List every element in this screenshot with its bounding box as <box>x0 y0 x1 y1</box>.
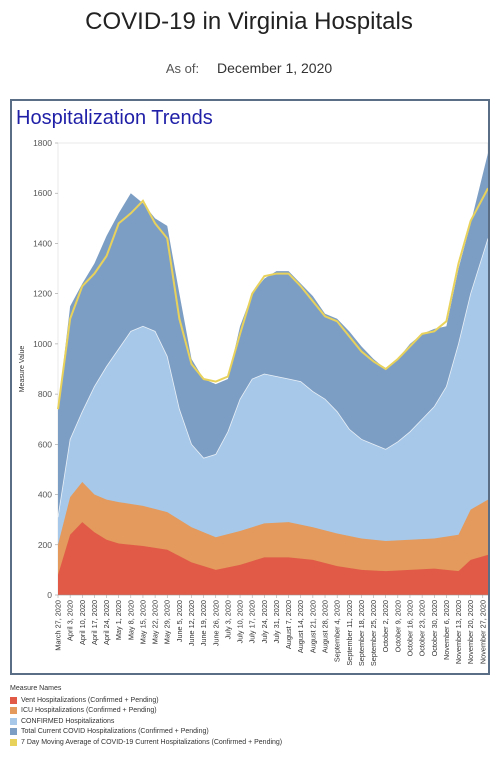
series-vent-area <box>58 522 488 595</box>
x-tick-label: September 18, 2020 <box>357 600 366 666</box>
y-tick-label: 1600 <box>33 188 52 198</box>
x-tick-label: August 14, 2020 <box>296 600 305 653</box>
x-tick-label: September 25, 2020 <box>369 600 378 666</box>
x-tick-label: May 15, 2020 <box>138 600 147 644</box>
x-tick-label: October 2, 2020 <box>381 600 390 652</box>
legend-label-vent: Vent Hospitalizations (Confirmed + Pendi… <box>21 696 159 704</box>
y-tick-label: 0 <box>47 590 52 600</box>
x-tick-label: June 26, 2020 <box>211 600 220 646</box>
y-tick-label: 1400 <box>33 238 52 248</box>
page-title: COVID-19 in Virginia Hospitals <box>85 8 413 35</box>
x-tick-label: April 3, 2020 <box>66 600 75 641</box>
legend-item-icu: ICU Hospitalizations (Confirmed + Pendin… <box>10 706 282 717</box>
hospitalization-chart: 0 200 400 600 800 1000 1200 1400 1600 1800 Measure… <box>19 138 488 666</box>
legend-label-icu: ICU Hospitalizations (Confirmed + Pendin… <box>21 707 157 715</box>
x-tick-label: October 23, 2020 <box>418 600 427 656</box>
panel-title: Hospitalization Trends <box>16 107 213 129</box>
legend-swatch-confirmed <box>10 717 17 725</box>
y-tick-label: 1000 <box>33 339 52 349</box>
legend-swatch-total <box>10 728 17 736</box>
y-tick-label: 1800 <box>33 138 52 148</box>
x-tick-label: November 13, 2020 <box>454 600 463 664</box>
x-tick-label: June 12, 2020 <box>187 600 196 646</box>
legend-item-vent: Vent Hospitalizations (Confirmed + Pendi… <box>10 695 282 706</box>
legend-swatch-moving-average <box>10 738 17 746</box>
y-tick-label: 800 <box>38 389 52 399</box>
x-tick-label: October 16, 2020 <box>405 600 414 656</box>
legend-label-total: Total Current COVID Hospitalizations (Co… <box>21 728 209 736</box>
legend-swatch-icu <box>10 707 17 715</box>
x-tick-label: April 10, 2020 <box>78 600 87 645</box>
as-of-date: December 1, 2020 <box>216 60 333 76</box>
as-of-line: As of: December 1, 2020 <box>0 60 498 76</box>
legend: Measure Names Vent Hospitalizations (Con… <box>10 685 282 748</box>
legend-label-confirmed: CONFIRMED Hospitalizations <box>21 717 115 725</box>
x-tick-label: August 28, 2020 <box>321 600 330 653</box>
x-tick-label: August 7, 2020 <box>284 600 293 649</box>
y-tick-label: 400 <box>38 490 52 500</box>
x-tick-label: May 8, 2020 <box>126 600 135 640</box>
x-tick-label: October 9, 2020 <box>393 600 402 652</box>
y-tick-label: 200 <box>38 540 52 550</box>
x-tick-label: November 27, 2020 <box>478 600 487 664</box>
x-tick-label: November 6, 2020 <box>442 600 451 660</box>
y-tick-label: 1200 <box>33 289 52 299</box>
series-confirmed-area <box>58 238 488 596</box>
x-tick-label: July 10, 2020 <box>236 600 245 643</box>
series-confirmed-edge <box>57 238 488 518</box>
legend-label-moving-average: 7 Day Moving Average of COVID-19 Current… <box>21 738 283 746</box>
x-tick-label: July 24, 2020 <box>260 600 269 643</box>
x-tick-label: November 20, 2020 <box>466 600 475 664</box>
legend-item-confirmed: CONFIRMED Hospitalizations <box>10 716 282 727</box>
legend-item-moving-average: 7 Day Moving Average of COVID-19 Current… <box>10 737 282 748</box>
legend-title: Measure Names <box>10 685 62 692</box>
x-tick-label: April 17, 2020 <box>90 600 99 645</box>
x-tick-label: July 17, 2020 <box>248 600 257 643</box>
x-tick-label: August 21, 2020 <box>308 600 317 653</box>
series-moving-average-line <box>57 187 488 410</box>
y-axis-label: Measure Value <box>19 346 26 393</box>
x-tick-label: June 5, 2020 <box>175 600 184 642</box>
legend-swatch-vent <box>10 696 17 704</box>
hospitalization-trends-panel: Hospitalization Trends 0 200 400 600 800 1000… <box>10 99 490 675</box>
x-tick-label: March 27, 2020 <box>54 600 63 651</box>
x-tick-label: April 24, 2020 <box>102 600 111 645</box>
x-tick-label: October 30, 2020 <box>430 600 439 656</box>
legend-item-total: Total Current COVID Hospitalizations (Co… <box>10 727 282 738</box>
x-tick-label: May 22, 2020 <box>151 600 160 644</box>
x-tick-label: June 19, 2020 <box>199 600 208 646</box>
y-tick-label: 600 <box>38 439 52 449</box>
x-tick-label: July 31, 2020 <box>272 600 281 643</box>
x-tick-label: May 29, 2020 <box>163 600 172 644</box>
x-tick-label: July 3, 2020 <box>223 600 232 639</box>
x-tick-label: September 11, 2020 <box>345 600 354 666</box>
as-of-label: As of: <box>165 61 200 76</box>
x-tick-label: September 4, 2020 <box>333 600 342 662</box>
x-tick-label: May 1, 2020 <box>114 600 123 640</box>
